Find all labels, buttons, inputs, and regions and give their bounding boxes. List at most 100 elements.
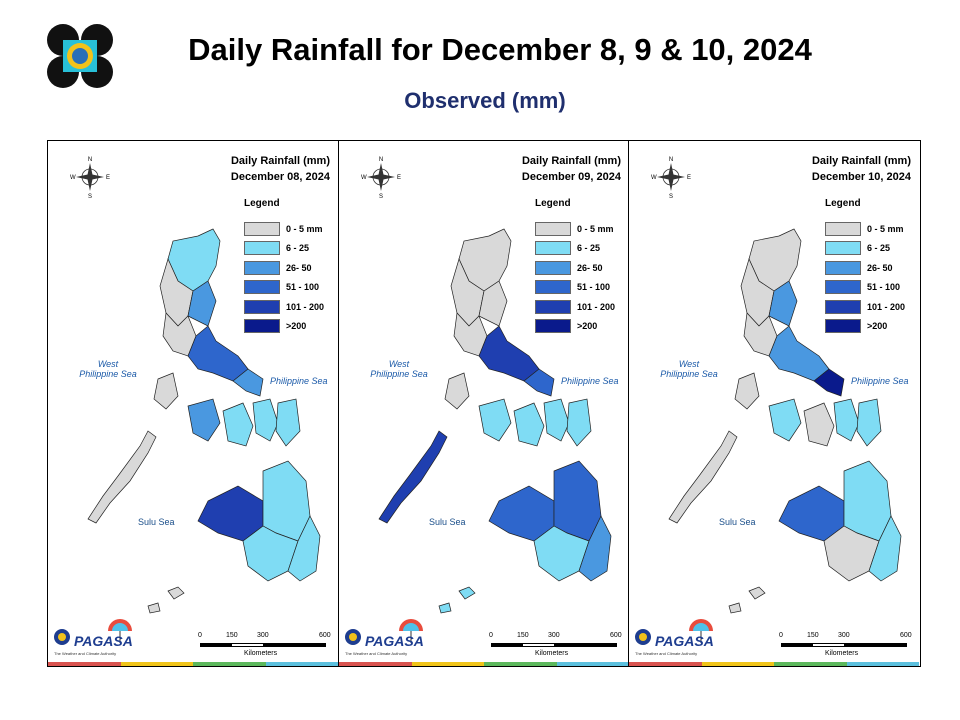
- map-date: December 09, 2024: [521, 171, 621, 183]
- legend-item: 51 - 100: [825, 278, 905, 298]
- color-strip: [48, 662, 338, 666]
- legend-swatch: [244, 319, 280, 334]
- legend-swatch: [244, 299, 280, 314]
- legend-swatch: [244, 260, 280, 275]
- legend-item: 6 - 25: [535, 239, 615, 259]
- legend-label: 0 - 5 mm: [286, 223, 323, 234]
- scale-tick: 300: [548, 632, 560, 639]
- svg-text:N: N: [669, 157, 673, 163]
- scale-tick: 150: [226, 632, 238, 639]
- pagasa-tagline: The Weather and Climate Authority: [54, 651, 117, 656]
- map-title: Daily Rainfall (mm) December 10, 2024: [812, 153, 911, 185]
- island-region: [197, 485, 264, 542]
- island-region: [167, 586, 185, 600]
- legend-label: 6 - 25: [286, 243, 310, 254]
- svg-text:W: W: [70, 175, 76, 181]
- island-region: [748, 586, 766, 600]
- legend: 0 - 5 mm 6 - 25 26- 50 51 - 100 101 - 200 >20…: [825, 219, 905, 336]
- island-region: [478, 280, 508, 327]
- scale-tick: 600: [319, 632, 331, 639]
- legend-title: Legend: [825, 198, 861, 209]
- legend-item: 0 - 5 mm: [535, 219, 615, 239]
- legend-swatch: [535, 241, 571, 256]
- compass-rose-icon: N S E W: [70, 157, 110, 200]
- island-region: [378, 430, 448, 524]
- legend: 0 - 5 mm 6 - 25 26- 50 51 - 100 101 - 200 >20…: [244, 219, 324, 336]
- svg-text:E: E: [687, 175, 691, 181]
- island-region: [843, 460, 892, 542]
- island-region: [833, 398, 860, 442]
- legend: 0 - 5 mm 6 - 25 26- 50 51 - 100 101 - 200 >20…: [535, 219, 615, 336]
- map-date: December 08, 2024: [230, 171, 330, 183]
- island-region: [153, 372, 179, 410]
- scale-bar: 0 150 300 600 Kilometers: [198, 632, 331, 663]
- island-region: [262, 460, 311, 542]
- legend-item: 101 - 200: [244, 297, 324, 317]
- scale-tick: 150: [517, 632, 529, 639]
- legend-item: 6 - 25: [244, 239, 324, 259]
- legend-item: 101 - 200: [535, 297, 615, 317]
- scale-tick: 300: [257, 632, 269, 639]
- legend-label: 51 - 100: [286, 282, 320, 293]
- svg-text:S: S: [379, 194, 383, 200]
- map-panels: N S E W Daily Rainfall (mm) December 08, …: [47, 140, 921, 667]
- color-strip: [629, 662, 919, 666]
- island-region: [768, 325, 830, 382]
- island-region: [813, 368, 845, 397]
- island-region: [553, 460, 602, 542]
- legend-label: 101 - 200: [867, 301, 906, 312]
- svg-text:N: N: [88, 157, 92, 163]
- map-panel-dec-10: N S E W Daily Rainfall (mm) December 10, …: [628, 141, 919, 666]
- island-region: [147, 602, 161, 614]
- legend-label: 101 - 200: [577, 301, 616, 312]
- scale-tick: 150: [807, 632, 819, 639]
- legend-item: 0 - 5 mm: [244, 219, 324, 239]
- island-region: [478, 398, 512, 442]
- legend-swatch: [825, 319, 861, 334]
- map-title-line: Daily Rainfall (mm): [230, 155, 330, 167]
- pagasa-tagline: The Weather and Climate Authority: [345, 651, 408, 656]
- compass-rose-icon: N S E W: [651, 157, 691, 200]
- island-region: [252, 398, 279, 442]
- scale-tick: 0: [489, 632, 493, 639]
- svg-text:E: E: [397, 175, 401, 181]
- legend-label: 26- 50: [286, 262, 312, 273]
- map-panel-dec-08: N S E W Daily Rainfall (mm) December 08, …: [48, 141, 338, 666]
- pagasa-logo: PAGASA The Weather and Climate Authority: [633, 619, 715, 659]
- island-region: [458, 586, 476, 600]
- sulu-sea-label: Sulu Sea: [429, 517, 466, 527]
- svg-text:W: W: [651, 175, 657, 181]
- legend-item: 26- 50: [244, 258, 324, 278]
- island-region: [187, 280, 217, 327]
- legend-label: 101 - 200: [286, 301, 325, 312]
- island-region: [187, 398, 221, 442]
- philippines-map: N S E W: [651, 157, 902, 614]
- island-region: [488, 485, 555, 542]
- legend-item: 26- 50: [535, 258, 615, 278]
- legend-item: >200: [535, 317, 615, 337]
- legend-swatch: [244, 221, 280, 236]
- island-region: [287, 515, 321, 582]
- pagasa-logo: PAGASA The Weather and Climate Authority: [343, 619, 425, 659]
- island-region: [768, 398, 802, 442]
- legend-label: >200: [286, 321, 307, 332]
- legend-label: 26- 50: [867, 262, 893, 273]
- legend-label: 51 - 100: [867, 282, 901, 293]
- scale-unit: Kilometers: [244, 650, 278, 657]
- legend-swatch: [535, 221, 571, 236]
- island-region: [578, 515, 612, 582]
- scale-unit: Kilometers: [535, 650, 569, 657]
- west-philippine-sea-label: West Philippine Sea: [79, 359, 137, 379]
- color-strip: [339, 662, 629, 666]
- legend-label: >200: [577, 321, 598, 332]
- scale-bar: 0 150 300 600 Kilometers: [489, 632, 622, 663]
- island-region: [232, 368, 264, 397]
- legend-swatch: [535, 299, 571, 314]
- map-title: Daily Rainfall (mm) December 08, 2024: [231, 153, 330, 185]
- svg-text:E: E: [106, 175, 110, 181]
- legend-title: Legend: [244, 198, 280, 209]
- legend-swatch: [244, 241, 280, 256]
- island-region: [438, 602, 452, 614]
- legend-item: 101 - 200: [825, 297, 905, 317]
- svg-text:W: W: [361, 175, 367, 181]
